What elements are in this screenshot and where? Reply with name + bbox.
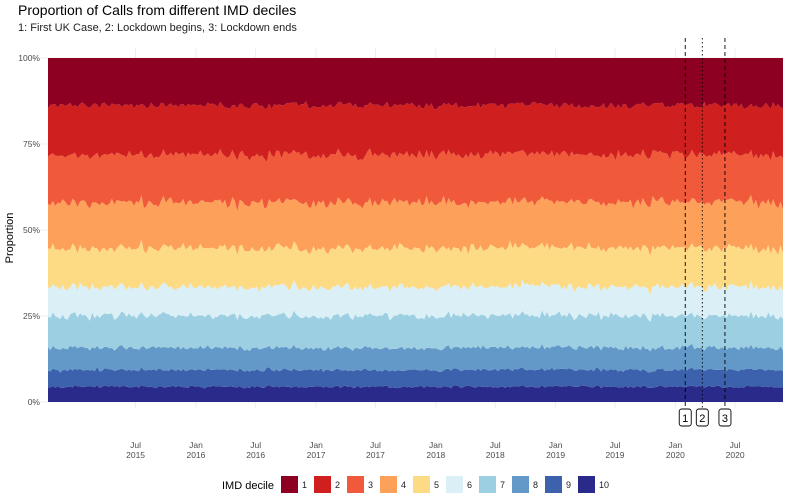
chart-subtitle: 1: First UK Case, 2: Lockdown begins, 3:… bbox=[18, 22, 297, 34]
area-decile-3 bbox=[48, 148, 783, 212]
legend-swatch-10 bbox=[578, 476, 595, 493]
area-decile-7 bbox=[48, 310, 783, 352]
event-marker-3 bbox=[718, 408, 732, 427]
legend-swatch-1 bbox=[281, 476, 298, 493]
event-label-2: 2 bbox=[699, 413, 705, 425]
chart-title: Proportion of Calls from different IMD d… bbox=[18, 2, 296, 18]
legend-swatch-2 bbox=[314, 476, 331, 493]
legend-label-3: 3 bbox=[368, 480, 373, 490]
x-tick-label: Jan bbox=[429, 440, 443, 450]
x-tick-label: Jan bbox=[309, 440, 323, 450]
y-tick-label: 100% bbox=[18, 53, 40, 63]
legend-swatch-3 bbox=[347, 476, 364, 493]
event-marker-2 bbox=[695, 408, 709, 427]
x-tick-label: Jul bbox=[370, 440, 381, 450]
x-tick-label: Jan bbox=[669, 440, 683, 450]
legend-label-8: 8 bbox=[533, 480, 538, 490]
x-tick-label: 2017 bbox=[366, 450, 385, 460]
legend-label-7: 7 bbox=[500, 480, 505, 490]
x-tick-label: 2016 bbox=[246, 450, 265, 460]
legend-label-6: 6 bbox=[467, 480, 472, 490]
legend-label-5: 5 bbox=[434, 480, 439, 490]
legend-swatch-9 bbox=[545, 476, 562, 493]
legend: IMD decile 1 2 3 4 5 6 7 8 9 10 bbox=[222, 476, 609, 493]
event-label-1: 1 bbox=[682, 413, 688, 425]
area-decile-4 bbox=[48, 194, 783, 256]
x-tick-label: Jul bbox=[730, 440, 741, 450]
legend-label-10: 10 bbox=[599, 480, 609, 490]
area-series-group bbox=[48, 58, 783, 402]
y-tick-label: 0% bbox=[28, 397, 41, 407]
x-tick-label: 2019 bbox=[546, 450, 565, 460]
area-decile-9 bbox=[48, 366, 783, 389]
x-tick-label: Jan bbox=[549, 440, 563, 450]
x-tick-label: Jul bbox=[610, 440, 621, 450]
legend-label-1: 1 bbox=[302, 480, 307, 490]
legend-swatch-7 bbox=[479, 476, 496, 493]
x-tick-label: Jul bbox=[490, 440, 501, 450]
x-tick-label: 2015 bbox=[126, 450, 145, 460]
legend-swatch-4 bbox=[380, 476, 397, 493]
legend-title: IMD decile bbox=[222, 480, 274, 492]
legend-swatch-6 bbox=[446, 476, 463, 493]
x-tick-label: 2020 bbox=[666, 450, 685, 460]
event-marker-1 bbox=[678, 408, 692, 427]
event-label-3: 3 bbox=[722, 413, 728, 425]
y-tick-label: 75% bbox=[23, 139, 40, 149]
y-tick-label: 25% bbox=[23, 311, 40, 321]
x-tick-label: 2018 bbox=[426, 450, 445, 460]
x-tick-label: Jul bbox=[250, 440, 261, 450]
area-decile-8 bbox=[48, 343, 783, 373]
x-tick-label: 2017 bbox=[307, 450, 326, 460]
x-tick-label: 2019 bbox=[606, 450, 625, 460]
x-tick-label: 2016 bbox=[187, 450, 206, 460]
area-decile-5 bbox=[48, 239, 783, 295]
legend-swatch-8 bbox=[512, 476, 529, 493]
legend-label-2: 2 bbox=[335, 480, 340, 490]
legend-swatch-5 bbox=[413, 476, 430, 493]
x-tick-label: 2018 bbox=[486, 450, 505, 460]
x-tick-label: Jan bbox=[189, 440, 203, 450]
area-decile-1 bbox=[48, 58, 783, 110]
x-tick-label: Jul bbox=[130, 440, 141, 450]
x-axis: Jul2015Jan2016Jul2016Jan2017Jul2017Jan20… bbox=[126, 440, 745, 460]
legend-label-4: 4 bbox=[401, 480, 406, 490]
y-axis: 0% 25% 50% 75% 100% bbox=[18, 53, 40, 407]
legend-label-9: 9 bbox=[566, 480, 571, 490]
y-axis-label: Proportion bbox=[4, 213, 16, 264]
area-decile-6 bbox=[48, 279, 783, 322]
y-tick-label: 50% bbox=[23, 225, 40, 235]
x-tick-label: 2020 bbox=[726, 450, 745, 460]
area-decile-2 bbox=[48, 101, 783, 162]
area-decile-10 bbox=[48, 385, 783, 402]
